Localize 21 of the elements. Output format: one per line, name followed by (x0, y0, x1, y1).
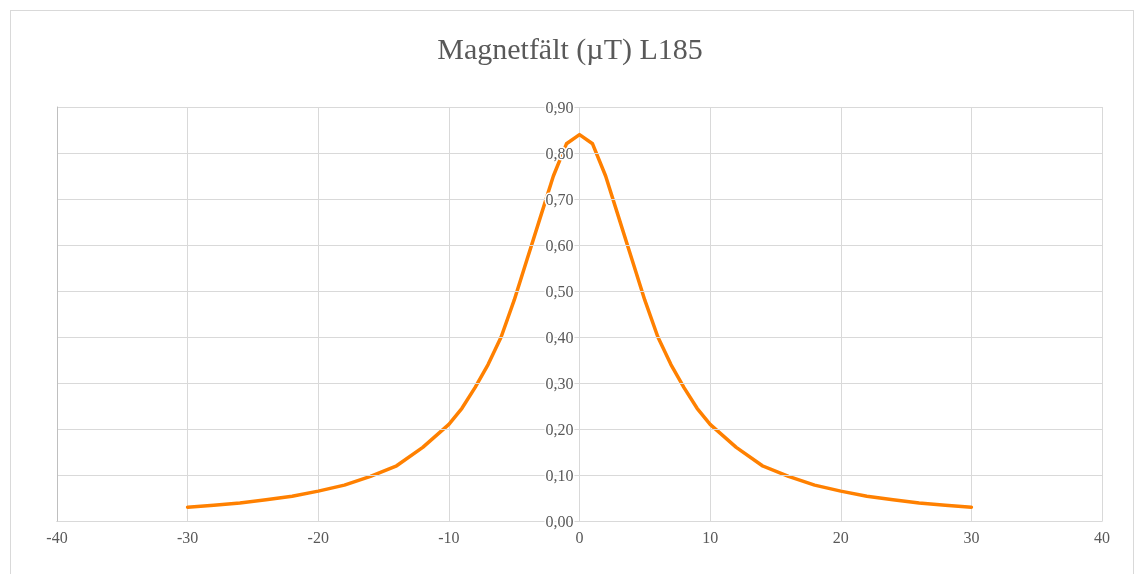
x-tick-label: -30 (176, 528, 199, 546)
y-tick-label: 0,30 (545, 374, 574, 392)
x-tick-label: -40 (46, 528, 68, 546)
line-series (185, 132, 974, 509)
x-tick-label: 10 (702, 528, 719, 546)
x-tick-label: 30 (963, 528, 980, 546)
y-tick-label: 0,40 (545, 328, 574, 346)
x-tick-label: 20 (832, 528, 849, 546)
y-tick-label: 0,60 (545, 236, 574, 254)
y-tick-label: 0,10 (545, 466, 574, 484)
y-tick-label: 0,50 (545, 282, 574, 300)
x-tick-label: 0 (575, 528, 584, 546)
chart-title: Magnetfält (µT) L185 (437, 31, 703, 66)
x-tick-label: -10 (438, 528, 460, 546)
y-tick-label: 0,80 (545, 144, 574, 162)
x-tick-label: -20 (307, 528, 329, 546)
y-tick-label: 0,00 (545, 512, 574, 530)
y-tick-label: 0,70 (545, 190, 574, 208)
y-tick-label: 0,90 (545, 98, 574, 116)
y-tick-label: 0,20 (545, 420, 574, 438)
x-tick-label: 40 (1094, 528, 1110, 546)
